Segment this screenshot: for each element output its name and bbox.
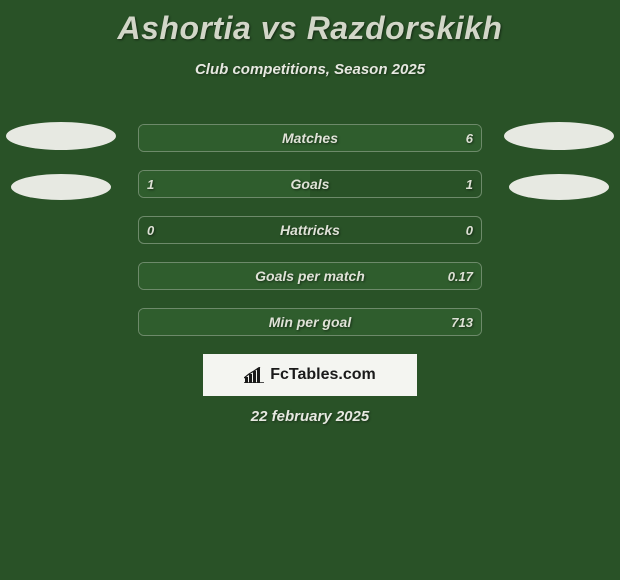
player-right-ellipse-2: [509, 174, 609, 200]
page-title: Ashortia vs Razdorskikh: [0, 0, 620, 47]
stat-right-value: 713: [451, 315, 473, 330]
player-left-ellipse-2: [11, 174, 111, 200]
stat-row: Goals per match 0.17: [138, 262, 482, 290]
logo-text: FcTables.com: [270, 366, 376, 384]
site-logo: FcTables.com: [203, 354, 417, 396]
stat-right-value: 0: [466, 223, 473, 238]
player-left-ellipse-1: [6, 122, 116, 150]
stats-container: Matches 6 1 Goals 1 0 Hattricks 0 Goals per matc…: [138, 124, 482, 336]
stat-right-value: 1: [466, 177, 473, 192]
date-line: 22 february 2025: [0, 408, 620, 425]
stat-label: Goals per match: [255, 268, 365, 284]
left-ellipses: [6, 122, 116, 224]
stat-label: Matches: [282, 130, 338, 146]
stat-fill: [139, 171, 310, 197]
stat-row: Matches 6: [138, 124, 482, 152]
stat-row: 0 Hattricks 0: [138, 216, 482, 244]
stat-label: Hattricks: [280, 222, 340, 238]
stat-right-value: 6: [466, 131, 473, 146]
bar-chart-icon: [244, 367, 264, 383]
stat-left-value: 0: [147, 223, 154, 238]
stat-row: Min per goal 713: [138, 308, 482, 336]
player-right-ellipse-1: [504, 122, 614, 150]
page-subtitle: Club competitions, Season 2025: [0, 61, 620, 78]
stat-right-value: 0.17: [448, 269, 473, 284]
stat-left-value: 1: [147, 177, 154, 192]
right-ellipses: [504, 122, 614, 224]
stat-row: 1 Goals 1: [138, 170, 482, 198]
stat-label: Min per goal: [269, 314, 351, 330]
stat-label: Goals: [291, 176, 330, 192]
